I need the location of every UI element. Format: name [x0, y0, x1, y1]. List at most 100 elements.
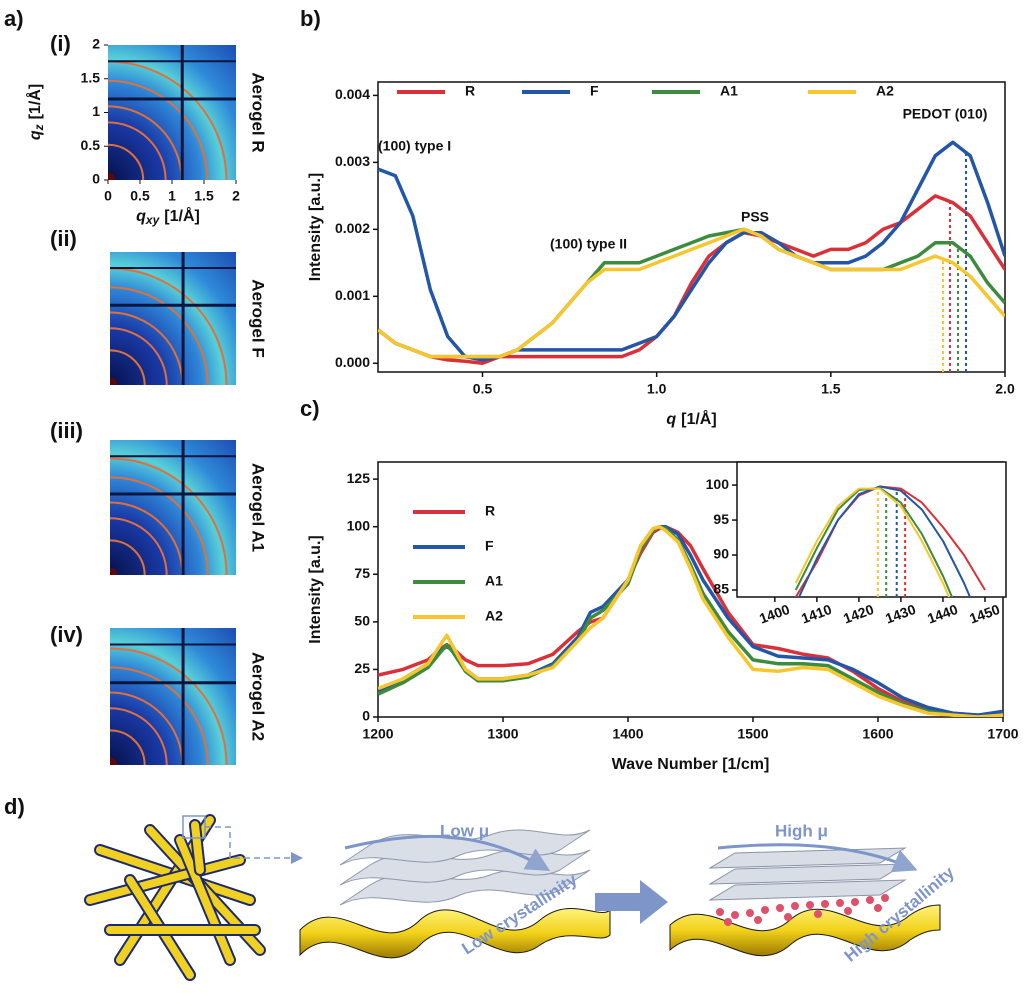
legend-label: F — [485, 538, 494, 554]
image-tag: (iii) — [50, 418, 83, 443]
series-line — [378, 140, 1005, 362]
legend-label: A1 — [485, 573, 503, 589]
x-tick-label: 1 — [168, 188, 176, 204]
legend-label: F — [590, 83, 599, 99]
y-axis-label: Intensity [a.u.] — [307, 535, 324, 643]
image-tag: (iv) — [50, 622, 83, 647]
giwaxs-image — [110, 628, 236, 765]
y-tick-label: 1 — [92, 103, 100, 119]
axis-label: q [1/Å] — [666, 409, 716, 428]
mobility-label: High μ — [775, 821, 828, 840]
series-line — [378, 524, 1003, 717]
y-tick-label: 2 — [92, 36, 100, 52]
giwaxs-image — [110, 252, 236, 385]
y-tick-label: 100 — [347, 517, 371, 533]
polymer-tube — [669, 904, 941, 957]
axis-symbol: q — [27, 130, 44, 140]
y-tick-label: 50 — [354, 613, 370, 629]
ring-guide — [108, 143, 145, 180]
series-group — [378, 524, 1003, 717]
ring-guide — [110, 539, 146, 575]
panel-label: c) — [300, 396, 320, 421]
annotation: (100) type II — [550, 236, 627, 252]
panel-d: Low μ Low crystallinity High μ High crys… — [84, 814, 958, 981]
detector — [108, 45, 236, 180]
zoom-arrow — [205, 826, 303, 864]
ring-guide — [110, 729, 146, 765]
x-tick-label: 1200 — [362, 726, 393, 742]
panel-label: d) — [4, 794, 25, 819]
series-line — [797, 485, 972, 597]
polymer-tube — [299, 908, 611, 959]
y-tick-label: 0.002 — [335, 220, 370, 236]
giwaxs-image — [110, 440, 236, 575]
x-tick-label: 0 — [104, 188, 112, 204]
panel-label: a) — [4, 6, 24, 31]
y-tick-label: 0.003 — [335, 153, 370, 169]
x-tick-label: 0.5 — [130, 188, 150, 204]
dopant-dots — [716, 894, 889, 926]
panel-label: b) — [300, 6, 321, 31]
y-tick-label: 95 — [713, 511, 729, 527]
fiber-bundle — [84, 814, 266, 981]
x-tick-label: 2.0 — [995, 381, 1015, 397]
y-tick-label: 1.5 — [81, 69, 101, 85]
y-tick-label: 0 — [92, 171, 100, 187]
x-axis-label: Wave Number [1/cm] — [612, 756, 770, 773]
transport-arrow — [717, 843, 918, 873]
y-tick-label: 90 — [713, 546, 729, 562]
y-tick-label: 85 — [713, 581, 729, 597]
high-crystal-sheets — [708, 847, 907, 901]
axis-symbol: q — [136, 208, 146, 225]
series-line — [794, 487, 951, 597]
axis-subscript: z — [32, 124, 46, 131]
plot-frame — [736, 461, 1007, 598]
legend-label: A1 — [720, 83, 738, 99]
x-tick-label: 1700 — [987, 726, 1018, 742]
panel-a: (i) Aerogel R (ii) Aerogel F (iii) Aerogel A1… — [25, 31, 268, 765]
legend-label: A2 — [876, 83, 894, 99]
ring-guide — [110, 517, 168, 575]
series-line — [378, 227, 1005, 359]
process-arrow — [595, 880, 668, 924]
annotation: (100) type I — [378, 138, 451, 154]
image-name: Aerogel A2 — [249, 652, 268, 741]
ring-guide — [110, 327, 168, 385]
x-tick-label: 0.5 — [473, 381, 493, 397]
axis-unit: [1/Å] — [164, 206, 200, 225]
x-tick-label: 1400 — [612, 726, 643, 742]
y-axis-label: Intensity [a.u.] — [307, 173, 324, 281]
y-tick-label: 0.000 — [335, 354, 370, 370]
annotation: PSS — [741, 209, 769, 225]
image-tag: (ii) — [50, 226, 77, 251]
axis-unit: [1/Å] — [25, 84, 44, 120]
beam-stop — [110, 568, 117, 575]
y-tick-label: 0.5 — [81, 137, 101, 153]
legend-label: R — [465, 83, 475, 99]
axis-symbol: q — [666, 411, 676, 428]
y-tick-label: 0.004 — [335, 86, 370, 102]
detector — [110, 628, 236, 765]
y-tick-label: 75 — [354, 565, 370, 581]
x-tick-label: 1500 — [737, 726, 768, 742]
series-group — [794, 485, 986, 597]
axis-label: qxy [1/Å] — [136, 206, 200, 227]
axis-subscript: xy — [145, 213, 161, 227]
series-line — [794, 486, 954, 597]
detector — [110, 252, 236, 385]
detector — [110, 440, 236, 575]
giwaxs-image — [108, 45, 236, 180]
beam-stop — [110, 378, 117, 385]
ring-guide — [110, 666, 209, 765]
y-tick-label: 25 — [354, 660, 370, 676]
annotation: PEDOT (010) — [903, 106, 988, 122]
legend-label: A2 — [485, 608, 503, 624]
x-tick-label: 1.0 — [647, 381, 667, 397]
image-name: Aerogel F — [249, 279, 268, 357]
x-tick-label: 2 — [232, 188, 240, 204]
x-tick-label: 1.5 — [194, 188, 214, 204]
y-tick-label: 125 — [347, 470, 371, 486]
plot-frame — [377, 81, 1006, 373]
series-group — [378, 140, 1005, 372]
